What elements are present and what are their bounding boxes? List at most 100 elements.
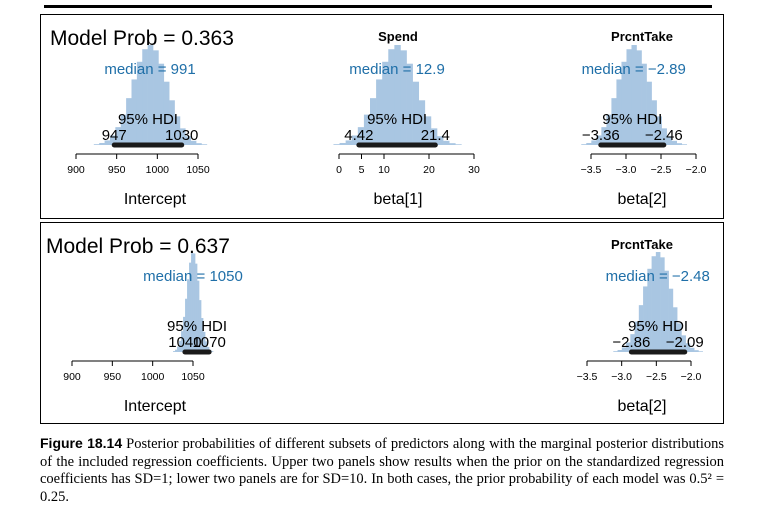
subplot-4-histogram-bin (185, 298, 188, 352)
subplot-4-tick-label: 1050 (181, 371, 205, 383)
subplot-2-histogram-bin (455, 144, 462, 145)
subplot-2-hdi-low-label: 4.42 (344, 127, 373, 144)
subplot-1-histogram-bin (126, 98, 132, 145)
subplot-5-tick-label: −3.0 (611, 371, 632, 383)
subplot-5-histogram-bin (630, 334, 635, 352)
subplot-2-histogram-bin (430, 128, 438, 145)
subplot-3-histogram-bin (651, 100, 657, 145)
subplot-1-histogram-bin (120, 114, 127, 145)
subplot-2-histogram-bin (388, 49, 395, 145)
subplot-2-histogram-bin (333, 144, 340, 145)
subplot-5-histogram-bin (617, 349, 623, 352)
subplot-1-histogram-bin (158, 63, 165, 145)
subplot-5-histogram-bin (689, 347, 695, 352)
subplot-4-median-label: median = 1050 (143, 268, 243, 285)
subplot-2-histogram-bin (339, 142, 346, 145)
subplot-5-histogram-bin (672, 307, 678, 352)
subplot-3-histogram-bin (636, 50, 642, 146)
subplot-3-histogram-bin (591, 140, 597, 145)
subplot-3-tick-label: −2.0 (686, 164, 707, 176)
subplot-1-tick-label: 1050 (186, 164, 210, 176)
subplot-4-xlabel: Intercept (124, 398, 187, 415)
subplot-4-hdi-high-label: 1070 (192, 334, 225, 351)
subplot-1-histogram-bin (93, 144, 100, 145)
subplot-1-hdi-high-label: 1030 (165, 127, 198, 144)
subplot-4-histogram-bin (175, 349, 178, 352)
subplot-1-tick-label: 900 (67, 164, 85, 176)
subplot-5-histogram-bin (638, 305, 644, 352)
subplot-2-histogram-bin (449, 143, 456, 145)
subplot-1-histogram-bin (109, 135, 116, 145)
subplot-1-histogram-bin (174, 116, 181, 145)
subplot-5-histogram-bin (647, 268, 652, 352)
subplot-2-histogram-bin (370, 98, 377, 145)
subplot-1-histogram-bin (104, 140, 111, 145)
subplot-3-histogram-bin (596, 135, 602, 145)
subplot-1-histogram-bin (190, 140, 197, 145)
subplot-4-histogram-bin (203, 331, 206, 352)
subplot-4-histogram-bin (189, 262, 192, 352)
subplot-1-histogram-bin (142, 49, 148, 145)
subplot-1-histogram-bin (185, 136, 191, 145)
subplot-5-histogram-bin (660, 257, 665, 352)
subplot-2-histogram-bin (443, 140, 450, 145)
subplot-2-hdi-high-label: 21.4 (421, 127, 450, 144)
figure-caption: Figure 18.14 Posterior probabilities of … (40, 435, 724, 506)
subplot-4-histogram-bin (205, 341, 208, 352)
subplot-4-histogram-bin (211, 351, 214, 352)
subplot-3-histogram-bin (646, 81, 652, 145)
subplot-4-tick-label: 950 (104, 371, 122, 383)
subplot-4-histogram-bin (197, 280, 200, 352)
subplot-2-histogram-bin (357, 127, 365, 145)
subplot-2-tick-label: 30 (468, 164, 480, 176)
subplot-5-histogram-bin (651, 256, 657, 352)
subplot-1-histogram-bin (163, 81, 170, 145)
subplot-3-histogram-bin (656, 116, 662, 145)
subplot-4-tick-label: 1000 (141, 371, 165, 383)
caption-text: Posterior probabilities of different sub… (40, 436, 725, 505)
subplot-1-xlabel: Intercept (124, 191, 187, 208)
subplot-4-hdi-low-label: 1040 (168, 334, 201, 351)
subplot-4-hdi-label: 95% HDI (167, 318, 227, 335)
subplot-4-histogram-bin (195, 263, 198, 352)
subplot-5-tick-label: −2.0 (681, 371, 702, 383)
subplot-2-tick-label: 10 (378, 164, 390, 176)
subplot-1-histogram-bin (131, 79, 138, 145)
subplot-4-histogram-bin (177, 346, 180, 352)
subplot-1-histogram-bin (179, 128, 186, 145)
subplot-3-hdi-high-label: −2.46 (645, 127, 683, 144)
subplot-1-histogram-bin (115, 127, 122, 145)
subplot-3-histogram-bin (681, 144, 688, 145)
subplot-3-histogram-bin (581, 144, 587, 145)
subplot-5-histogram-bin (613, 351, 618, 352)
subplot-1-histogram-bin (99, 142, 105, 145)
subplot-1-tick-label: 1000 (146, 164, 170, 176)
subplot-5-tick-label: −2.5 (646, 371, 667, 383)
subplot-5-hdi-high-label: −2.09 (666, 334, 704, 351)
subplot-2-histogram-bin (400, 50, 407, 146)
subplot-3-xlabel: beta[2] (618, 191, 667, 208)
subplot-1-histogram-bin (136, 61, 143, 145)
subplot-5-median-label: median = −2.48 (606, 268, 710, 285)
subplot-5-tick-label: −3.5 (577, 371, 598, 383)
subplot-4-histogram-bin (193, 253, 196, 352)
subplot-3-tick-label: −3.5 (581, 164, 602, 176)
top-rule (44, 5, 712, 8)
subplot-2-tick-label: 20 (423, 164, 435, 176)
subplot-5-histogram-bin (626, 342, 631, 352)
subplot-4-histogram-bin (183, 316, 186, 352)
caption-label: Figure 18.14 (40, 435, 123, 451)
subplot-3-histogram-bin (676, 143, 683, 145)
panel-sd10 (40, 222, 724, 424)
subplot-5-histogram-bin (655, 252, 661, 352)
subplot-3-hdi-label: 95% HDI (602, 111, 662, 128)
subplot-5-hdi-low-label: −2.86 (612, 334, 650, 351)
subplot-2-median-label: median = 12.9 (349, 61, 445, 78)
subplot-4-histogram-bin (187, 279, 190, 352)
subplot-5-histogram-bin (634, 321, 640, 352)
subplot-4-tick-label: 900 (63, 371, 81, 383)
subplot-3-histogram-bin (621, 61, 627, 145)
subplot-3-tick-label: −3.0 (616, 164, 637, 176)
subplot-3-histogram-bin (631, 45, 637, 145)
subplot-4-histogram-bin (201, 318, 204, 352)
